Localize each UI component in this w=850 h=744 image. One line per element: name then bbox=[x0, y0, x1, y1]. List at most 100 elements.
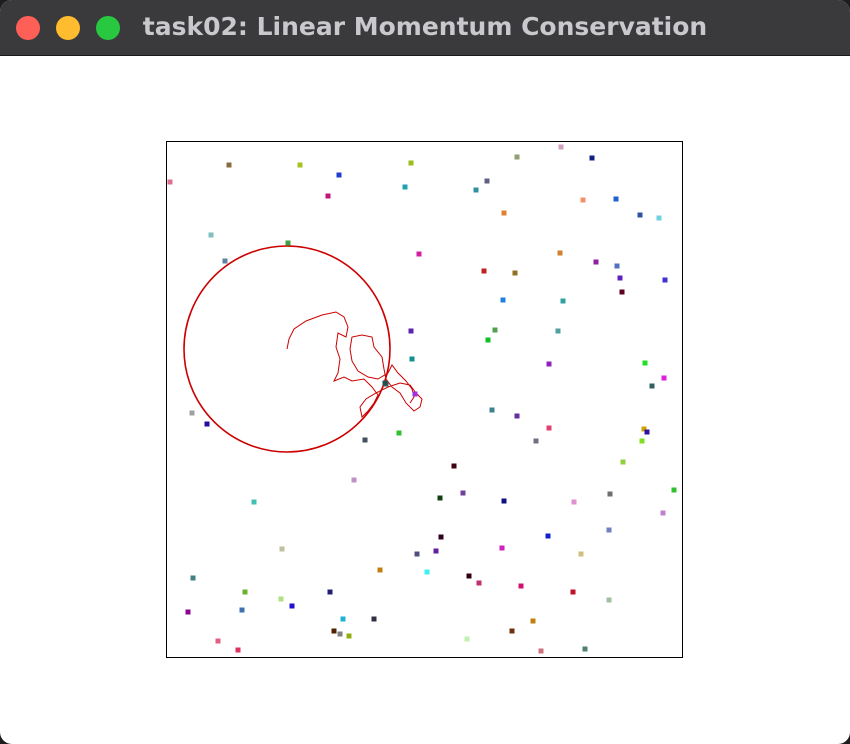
particle bbox=[371, 616, 377, 622]
simulation-svg bbox=[166, 141, 683, 658]
particle bbox=[533, 438, 539, 444]
close-dot-icon[interactable] bbox=[16, 16, 40, 40]
particle bbox=[377, 567, 383, 573]
particle bbox=[571, 499, 577, 505]
particle bbox=[514, 154, 520, 160]
particle bbox=[460, 490, 466, 496]
particle bbox=[325, 193, 331, 199]
particle bbox=[560, 298, 566, 304]
maximize-dot-icon[interactable] bbox=[96, 16, 120, 40]
particle-field bbox=[167, 144, 677, 654]
particle bbox=[492, 327, 498, 333]
particle bbox=[578, 551, 584, 557]
particle bbox=[580, 197, 586, 203]
particle bbox=[473, 187, 479, 193]
particle bbox=[242, 589, 248, 595]
large-disc-outline bbox=[183, 245, 391, 453]
particle bbox=[437, 495, 443, 501]
particle bbox=[336, 172, 342, 178]
particle bbox=[416, 251, 422, 257]
minimize-dot-icon[interactable] bbox=[56, 16, 80, 40]
particle bbox=[167, 179, 173, 185]
particle bbox=[346, 633, 352, 639]
particle bbox=[607, 491, 613, 497]
particle bbox=[614, 263, 620, 269]
particle bbox=[489, 407, 495, 413]
simulation-frame bbox=[166, 141, 683, 658]
particle bbox=[382, 380, 388, 386]
particle bbox=[451, 463, 457, 469]
particle bbox=[514, 413, 520, 419]
particle bbox=[546, 425, 552, 431]
particle bbox=[433, 548, 439, 554]
particle bbox=[500, 297, 506, 303]
particle bbox=[485, 337, 491, 343]
particle bbox=[499, 545, 505, 551]
window-title: task02: Linear Momentum Conservation bbox=[142, 12, 708, 41]
particle bbox=[408, 160, 414, 166]
title-bar[interactable]: task02: Linear Momentum Conservation bbox=[0, 0, 850, 56]
particle bbox=[412, 391, 418, 397]
particle bbox=[662, 277, 668, 283]
particle bbox=[619, 289, 625, 295]
particle bbox=[617, 275, 623, 281]
particle bbox=[337, 631, 343, 637]
particle bbox=[593, 259, 599, 265]
particle bbox=[222, 258, 228, 264]
particle bbox=[501, 498, 507, 504]
particle bbox=[546, 361, 552, 367]
particle bbox=[641, 426, 647, 432]
particle bbox=[278, 596, 284, 602]
particle bbox=[189, 410, 195, 416]
particle bbox=[671, 487, 677, 493]
simulation-canvas[interactable] bbox=[166, 141, 683, 658]
particle bbox=[190, 575, 196, 581]
particle bbox=[606, 597, 612, 603]
particle bbox=[476, 580, 482, 586]
particle bbox=[518, 583, 524, 589]
particle bbox=[642, 360, 648, 366]
particle bbox=[438, 534, 444, 540]
particle bbox=[408, 328, 414, 334]
particle bbox=[239, 607, 245, 613]
particle bbox=[185, 609, 191, 615]
particle bbox=[620, 459, 626, 465]
particle bbox=[279, 546, 285, 552]
particle bbox=[409, 356, 415, 362]
particle bbox=[215, 638, 221, 644]
particle bbox=[649, 383, 655, 389]
particle bbox=[340, 616, 346, 622]
particle bbox=[251, 499, 257, 505]
particle bbox=[484, 178, 490, 184]
particle bbox=[402, 184, 408, 190]
particle bbox=[582, 646, 588, 652]
particle bbox=[327, 589, 333, 595]
particle bbox=[613, 196, 619, 202]
particle bbox=[481, 268, 487, 274]
particle bbox=[297, 162, 303, 168]
particle bbox=[606, 527, 612, 533]
particle bbox=[639, 438, 645, 444]
particle bbox=[661, 375, 667, 381]
particle bbox=[414, 551, 420, 557]
particle bbox=[226, 162, 232, 168]
particle bbox=[396, 430, 402, 436]
particle bbox=[530, 618, 536, 624]
particle bbox=[555, 328, 561, 334]
particle bbox=[656, 215, 662, 221]
particle bbox=[289, 603, 295, 609]
particle bbox=[589, 155, 595, 161]
particle bbox=[466, 573, 472, 579]
particle bbox=[351, 477, 357, 483]
particle bbox=[512, 270, 518, 276]
particle bbox=[637, 212, 643, 218]
particle bbox=[362, 437, 368, 443]
particle bbox=[424, 569, 430, 575]
particle bbox=[644, 429, 650, 435]
particle bbox=[538, 648, 544, 654]
particle bbox=[557, 250, 563, 256]
particle bbox=[331, 628, 337, 634]
particle bbox=[558, 144, 564, 150]
particle bbox=[501, 210, 507, 216]
